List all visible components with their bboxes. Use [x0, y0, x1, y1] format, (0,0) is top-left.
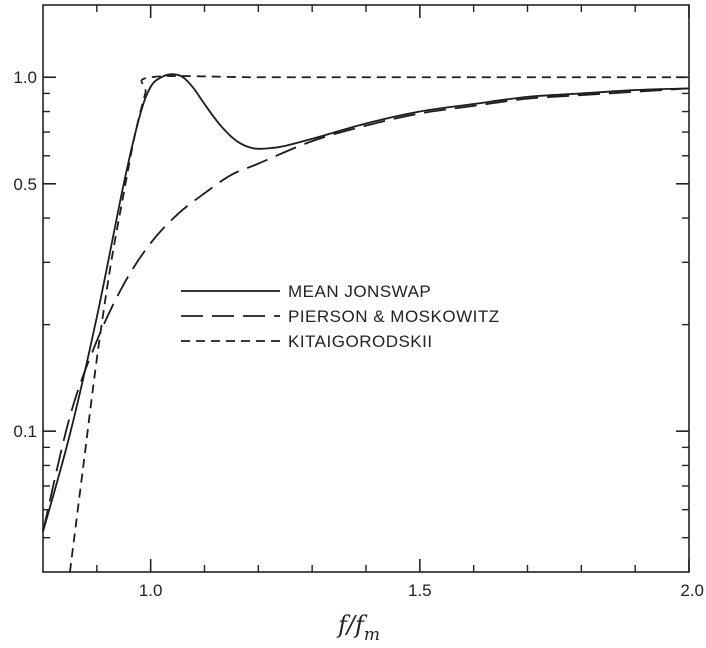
series-pierson-moskowitz — [42, 87, 690, 532]
x-tick-label: 2.0 — [680, 581, 704, 600]
series-mean-jonswap — [42, 73, 690, 532]
legend-label: MEAN JONSWAP — [288, 282, 431, 301]
y-tick-label: 1.0 — [13, 68, 37, 87]
legend-label: PIERSON & MOSKOWITZ — [288, 307, 500, 326]
y-tick-label: 0.1 — [13, 422, 37, 441]
x-tick-label: 1.5 — [408, 581, 432, 600]
legend: MEAN JONSWAP PIERSON & MOSKOWITZ KITAIGORO… — [181, 282, 500, 351]
x-tick-label: 1.0 — [139, 581, 163, 600]
tick-labels: 0.1 0.5 1.0 1.0 1.5 2.0 — [13, 68, 704, 600]
series-layer — [42, 73, 690, 573]
x-axis-label-main: f/f — [336, 611, 368, 639]
x-axis-label: f/fm — [336, 611, 380, 645]
y-tick-label: 0.5 — [13, 175, 37, 194]
legend-label: KITAIGORODSKII — [288, 332, 433, 351]
x-axis-label-subscript: m — [364, 625, 380, 645]
minor-ticks — [43, 5, 689, 572]
major-ticks — [43, 5, 690, 572]
